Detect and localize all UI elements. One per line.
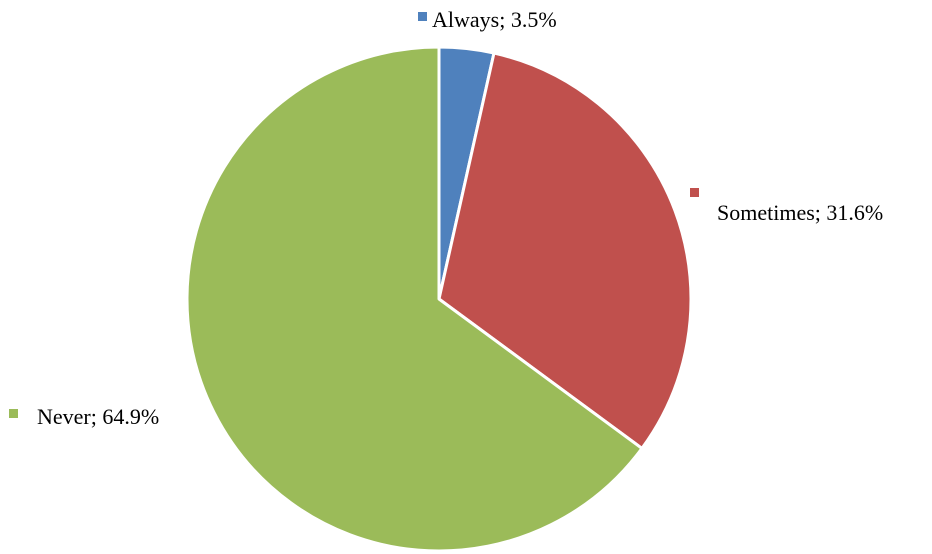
data-label-marker-never (9, 409, 18, 418)
data-label-sometimes: Sometimes; 31.6% (717, 200, 883, 225)
data-label-always: Always; 3.5% (432, 7, 557, 32)
pie-slice-never (185, 45, 644, 553)
data-label-never: Never; 64.9% (37, 404, 159, 429)
data-label-marker-sometimes (690, 188, 699, 197)
pie-slice-sometimes (437, 51, 693, 450)
pie-slices (185, 45, 693, 553)
data-label-marker-always (418, 12, 427, 21)
pie-data-labels: Always; 3.5% Sometimes; 31.6% Never; 64.9% (9, 7, 883, 429)
